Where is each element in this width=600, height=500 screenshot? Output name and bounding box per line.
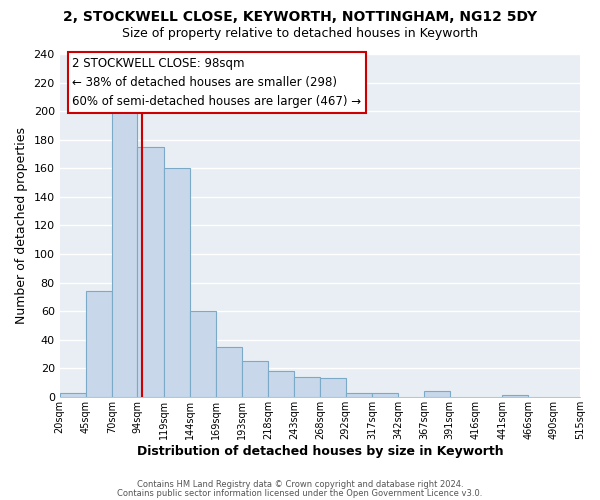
Bar bbox=[424, 391, 449, 397]
Bar bbox=[216, 347, 242, 397]
X-axis label: Distribution of detached houses by size in Keyworth: Distribution of detached houses by size … bbox=[137, 444, 503, 458]
Bar bbox=[346, 392, 372, 397]
Bar bbox=[137, 147, 164, 397]
Bar bbox=[320, 378, 346, 397]
Bar bbox=[86, 291, 112, 397]
Text: Contains HM Land Registry data © Crown copyright and database right 2024.: Contains HM Land Registry data © Crown c… bbox=[137, 480, 463, 489]
Text: 2, STOCKWELL CLOSE, KEYWORTH, NOTTINGHAM, NG12 5DY: 2, STOCKWELL CLOSE, KEYWORTH, NOTTINGHAM… bbox=[63, 10, 537, 24]
Text: Size of property relative to detached houses in Keyworth: Size of property relative to detached ho… bbox=[122, 28, 478, 40]
Bar bbox=[59, 392, 86, 397]
Bar bbox=[190, 311, 216, 397]
Bar bbox=[294, 377, 320, 397]
Bar bbox=[164, 168, 190, 397]
Bar bbox=[268, 371, 294, 397]
Bar bbox=[242, 361, 268, 397]
Bar bbox=[502, 396, 529, 397]
Text: Contains public sector information licensed under the Open Government Licence v3: Contains public sector information licen… bbox=[118, 488, 482, 498]
Y-axis label: Number of detached properties: Number of detached properties bbox=[15, 127, 28, 324]
Bar bbox=[112, 111, 137, 397]
Bar bbox=[372, 392, 398, 397]
Text: 2 STOCKWELL CLOSE: 98sqm
← 38% of detached houses are smaller (298)
60% of semi-: 2 STOCKWELL CLOSE: 98sqm ← 38% of detach… bbox=[72, 57, 361, 108]
